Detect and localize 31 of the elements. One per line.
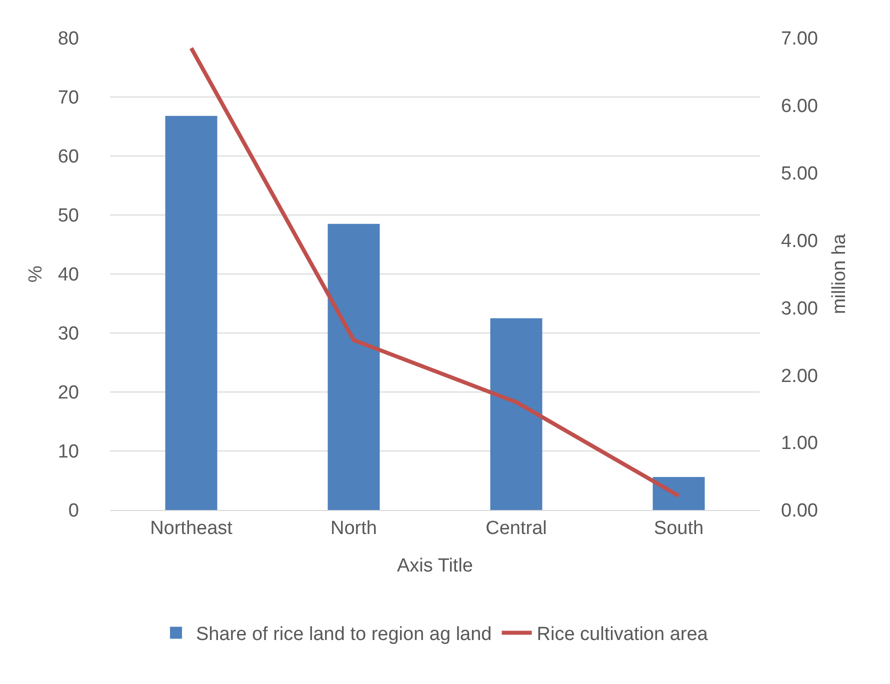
y2-axis-title: million ha <box>828 233 850 314</box>
legend-label: Rice cultivation area <box>536 624 708 646</box>
y-tick-label: 10 <box>58 442 79 463</box>
bar <box>490 318 542 510</box>
line-series <box>189 46 681 498</box>
x-tick-label: South <box>654 518 704 539</box>
y-tick-label: 60 <box>58 146 79 168</box>
y-tick-label: 80 <box>58 28 79 50</box>
y2-tick-label: 0.00 <box>781 500 818 522</box>
y-tick-label: 0 <box>68 500 79 522</box>
x-tick-label: North <box>330 518 377 539</box>
x-tick-label: Central <box>486 518 547 539</box>
x-axis-title: Axis Title <box>396 556 474 577</box>
bar <box>328 224 380 510</box>
y-tick-label: 50 <box>58 206 79 227</box>
y2-tick-label: 5.00 <box>781 164 818 185</box>
legend-label: Share of rice land to region ag land <box>196 624 492 646</box>
y2-tick-label: 6.00 <box>781 96 818 118</box>
x-tick-label: Northeast <box>150 518 234 539</box>
y-tick-label: 40 <box>58 264 79 286</box>
y-tick-label: 20 <box>58 382 79 404</box>
y2-tick-label: 3.00 <box>781 298 818 320</box>
bar <box>165 116 218 510</box>
y2-tick-label: 1.00 <box>781 433 818 454</box>
y2-tick-label: 2.00 <box>781 366 818 387</box>
y2-tick-label: 7.00 <box>781 28 818 50</box>
bar <box>652 476 705 510</box>
y-tick-label: 30 <box>58 324 79 345</box>
y2-tick-label: 4.00 <box>781 230 818 252</box>
y-tick-label: 70 <box>58 88 79 109</box>
y-axis-title: % <box>26 265 47 282</box>
